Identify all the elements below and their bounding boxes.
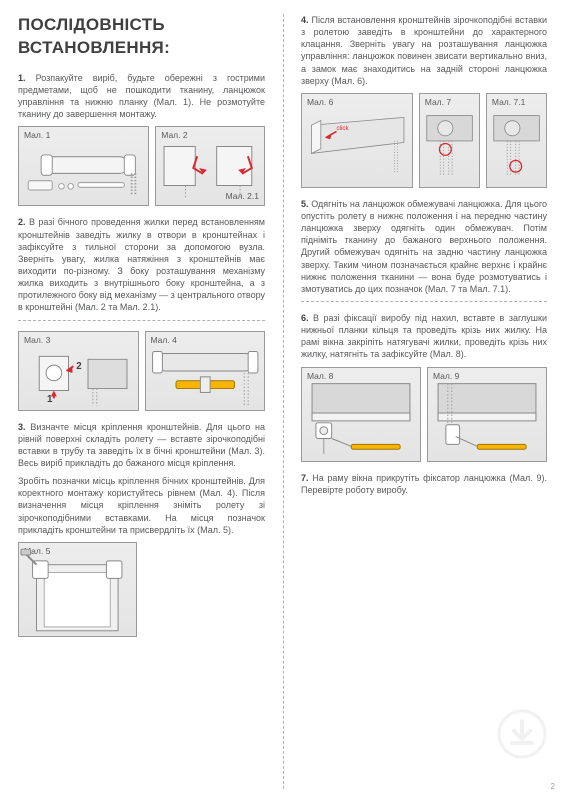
step-7-text: 7. На раму вікна прикрутіть фіксатор лан…	[301, 472, 547, 496]
step-5-text: 5. Одягніть на ланцюжок обмежувачі ланцю…	[301, 198, 547, 295]
step-2-num: 2.	[18, 217, 26, 227]
page-number: 2	[551, 782, 555, 793]
step-6-body: В разі фіксації виробу під нахил, вставт…	[301, 313, 547, 359]
figure-4-svg	[146, 332, 265, 410]
figure-2: Мал. 2 Мал. 2.1	[155, 126, 265, 206]
figure-3-svg: 2 1	[19, 332, 138, 410]
step-3-body: Визначте місця кріплення кронштейнів. Дл…	[18, 422, 265, 468]
step-3b-text: Зробіть позначки місць кріплення бічних …	[18, 475, 265, 536]
click-label: click	[337, 125, 350, 132]
step-1-body: Розпакуйте виріб, будьте обережні з гост…	[18, 73, 265, 119]
right-column: 4. Після встановлення кронштейнів зірочк…	[283, 0, 565, 799]
step-5-body: Одягніть на ланцюжок обмежувачі ланцюжка…	[301, 199, 547, 294]
step-2-text: 2. В разі бічного проведення жилки перед…	[18, 216, 265, 313]
step-3b-body: Зробіть позначки місць кріплення бічних …	[18, 476, 265, 535]
step-4-num: 4.	[301, 15, 309, 25]
step-6-text: 6. В разі фіксації виробу під нахил, вст…	[301, 312, 547, 361]
fig-row-5: Мал. 8 Мал. 9	[301, 367, 547, 462]
step-1-num: 1.	[18, 73, 26, 83]
svg-text:2: 2	[76, 361, 82, 372]
step-5-num: 5.	[301, 199, 309, 209]
figure-7-svg	[420, 94, 479, 187]
fig-row-3: Мал. 5	[18, 542, 265, 637]
step-2-body: В разі бічного проведення жилки перед вс…	[18, 217, 265, 312]
figure-7-1: Мал. 7.1	[486, 93, 547, 188]
figure-6: Мал. 6 click	[301, 93, 413, 188]
fig-row-1: Мал. 1 Мал. 2 Мал. 2.1	[18, 126, 265, 206]
figure-7-1-svg	[487, 94, 546, 187]
step-7-body: На раму вікна прикрутіть фіксатор ланцюж…	[301, 473, 547, 495]
step-3-text: 3. Визначте місця кріплення кронштейнів.…	[18, 421, 265, 470]
figure-8: Мал. 8	[301, 367, 421, 462]
figure-5-svg	[19, 543, 136, 636]
left-column: ПОСЛІДОВНІСТЬ ВСТАНОВЛЕННЯ: 1. Розпакуйт…	[0, 0, 283, 799]
step-1-text: 1. Розпакуйте виріб, будьте обережні з г…	[18, 72, 265, 121]
step-7-num: 7.	[301, 473, 309, 483]
divider-left-1	[18, 320, 265, 321]
figure-9: Мал. 9	[427, 367, 547, 462]
figure-8-svg	[302, 368, 420, 461]
step-4-text: 4. Після встановлення кронштейнів зірочк…	[301, 14, 547, 87]
figure-1-svg	[19, 127, 148, 205]
figure-2-svg	[156, 127, 264, 205]
figure-1: Мал. 1	[18, 126, 149, 206]
figure-3: Мал. 3 2 1	[18, 331, 139, 411]
fig-row-2: Мал. 3 2 1 Мал. 4	[18, 331, 265, 411]
step-4-body: Після встановлення кронштейнів зірочкопо…	[301, 15, 547, 86]
step-3-num: 3.	[18, 422, 26, 432]
figure-5: Мал. 5	[18, 542, 137, 637]
figure-4: Мал. 4	[145, 331, 266, 411]
figure-7: Мал. 7	[419, 93, 480, 188]
fig-row-4: Мал. 6 click Мал. 7	[301, 93, 547, 188]
page-root: ПОСЛІДОВНІСТЬ ВСТАНОВЛЕННЯ: 1. Розпакуйт…	[0, 0, 565, 799]
watermark-icon	[497, 709, 547, 759]
figure-6-svg: click	[302, 94, 412, 187]
step-6-num: 6.	[301, 313, 309, 323]
figure-9-svg	[428, 368, 546, 461]
divider-right-1	[301, 301, 547, 302]
page-title: ПОСЛІДОВНІСТЬ ВСТАНОВЛЕННЯ:	[18, 14, 265, 60]
